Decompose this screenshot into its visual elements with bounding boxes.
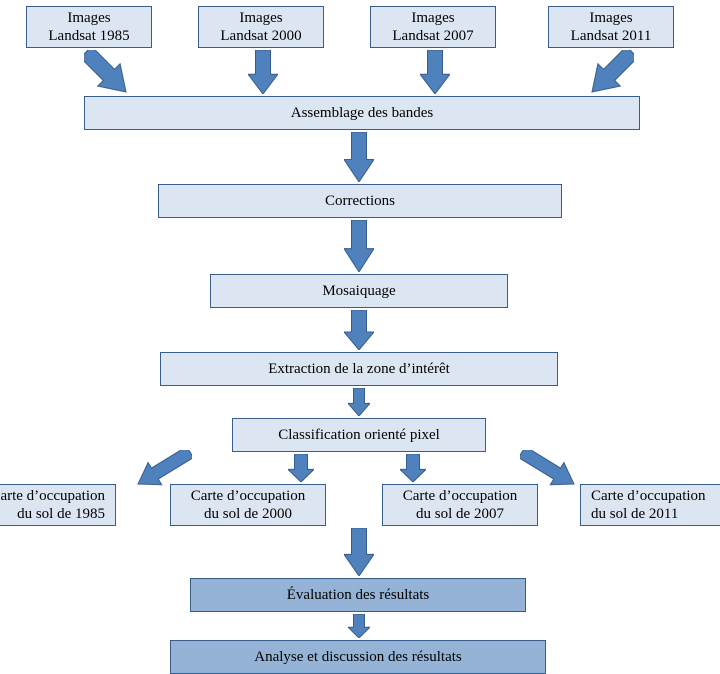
box-line1: Carte d’occupation	[0, 488, 105, 504]
arrow-a_class4	[520, 450, 576, 486]
box-mosaiquage: Mosaiquage	[210, 274, 508, 308]
box-extraction: Extraction de la zone d’intérêt	[160, 352, 558, 386]
box-input3: Images Landsat 2007	[370, 6, 496, 48]
box-assemblage: Assemblage des bandes	[84, 96, 640, 130]
box-line1: Carte d’occupation	[591, 488, 706, 504]
box-line2: du sol de 1985	[17, 506, 105, 522]
box-corrections: Corrections	[158, 184, 562, 218]
box-line2: Landsat 1985	[48, 28, 129, 44]
arrow-a_extraction	[348, 388, 370, 416]
arrow-a_in3	[420, 50, 450, 94]
box-classification: Classification orienté pixel	[232, 418, 486, 452]
box-carte3: Carte d’occupation du sol de 2007	[382, 484, 538, 526]
box-carte4: Carte d’occupation du sol de 2011	[580, 484, 720, 526]
box-line1: Images	[67, 10, 110, 26]
arrow-a_class2	[288, 454, 314, 482]
box-line1: Images	[589, 10, 632, 26]
box-line2: Landsat 2000	[220, 28, 301, 44]
arrow-a_corrections	[344, 220, 374, 272]
box-input2: Images Landsat 2000	[198, 6, 324, 48]
box-evaluation: Évaluation des résultats	[190, 578, 526, 612]
box-line2: du sol de 2000	[204, 506, 292, 522]
arrow-a_assemblage	[344, 132, 374, 182]
box-carte1: Carte d’occupation du sol de 1985	[0, 484, 116, 526]
box-line1: Images	[411, 10, 454, 26]
box-line2: Landsat 2007	[392, 28, 473, 44]
box-analyse: Analyse et discussion des résultats	[170, 640, 546, 674]
arrow-a_class3	[400, 454, 426, 482]
box-line2: du sol de 2007	[416, 506, 504, 522]
box-line2: Landsat 2011	[571, 28, 652, 44]
box-input1: Images Landsat 1985	[26, 6, 152, 48]
arrow-a_in1	[84, 50, 128, 94]
box-line1: Carte d’occupation	[191, 488, 306, 504]
box-line2: du sol de 2011	[591, 506, 678, 522]
arrow-a_class1	[136, 450, 192, 486]
box-line1: Carte d’occupation	[403, 488, 518, 504]
box-line1: Images	[239, 10, 282, 26]
arrow-a_eval	[348, 614, 370, 638]
box-input4: Images Landsat 2011	[548, 6, 674, 48]
box-carte2: Carte d’occupation du sol de 2000	[170, 484, 326, 526]
arrow-a_in2	[248, 50, 278, 94]
arrow-a_cartes	[344, 528, 374, 576]
arrow-a_in4	[590, 50, 634, 94]
arrow-a_mosaiquage	[344, 310, 374, 350]
